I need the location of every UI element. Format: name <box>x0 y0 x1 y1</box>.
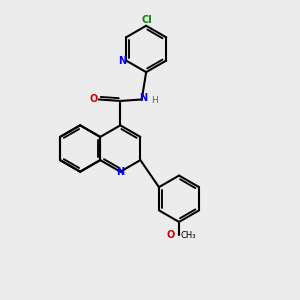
Text: O: O <box>89 94 98 104</box>
Text: Cl: Cl <box>141 15 152 25</box>
Text: N: N <box>116 167 124 177</box>
Text: CH₃: CH₃ <box>181 231 196 240</box>
Text: H: H <box>151 97 158 106</box>
Text: N: N <box>118 56 127 65</box>
Text: O: O <box>167 230 175 240</box>
Text: N: N <box>139 93 147 103</box>
